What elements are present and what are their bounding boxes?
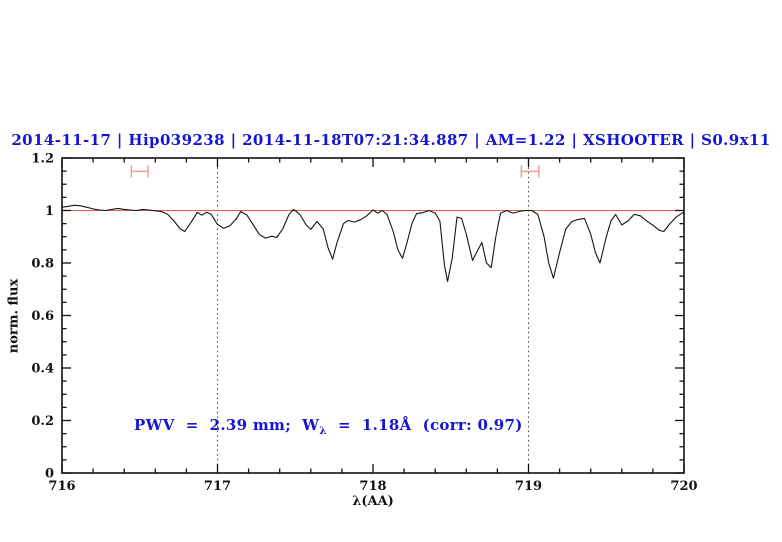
x-tick-label: 716 bbox=[48, 479, 75, 494]
y-axis-ticks bbox=[62, 157, 684, 474]
y-tick-label: 1 bbox=[45, 204, 54, 219]
spectrum-line bbox=[61, 204, 685, 282]
y-tick-label: 0.6 bbox=[31, 309, 54, 324]
ew-range-marker bbox=[520, 165, 540, 178]
pwv-annotation: PWV = 2.39 mm; Wλ = 1.18Å (corr: 0.97) bbox=[134, 416, 523, 437]
x-tick-label: 718 bbox=[359, 479, 386, 494]
y-tick-label: 1.2 bbox=[31, 152, 54, 167]
x-tick-label: 717 bbox=[204, 479, 231, 494]
y-tick-label: 0.4 bbox=[31, 362, 54, 377]
x-tick-label: 719 bbox=[515, 479, 542, 494]
x-axis-ticks bbox=[61, 158, 685, 473]
lambda-subscript: λ bbox=[319, 425, 327, 437]
x-tick-label: 720 bbox=[670, 479, 697, 494]
plot-title: 2014-11-17 | Hip039238 | 2014-11-18T07:2… bbox=[11, 131, 771, 149]
pwv-annotation-text-2: = 1.18Å (corr: 0.97) bbox=[326, 416, 523, 434]
x-axis-label: λ(AA) bbox=[352, 494, 394, 509]
y-tick-label: 0.2 bbox=[31, 414, 54, 429]
y-tick-label: 0 bbox=[45, 467, 54, 482]
y-tick-label: 0.8 bbox=[31, 257, 54, 272]
y-axis-label: norm. flux bbox=[6, 278, 22, 354]
ew-range-marker bbox=[130, 165, 149, 178]
pwv-annotation-text: PWV = 2.39 mm; W bbox=[134, 416, 320, 434]
